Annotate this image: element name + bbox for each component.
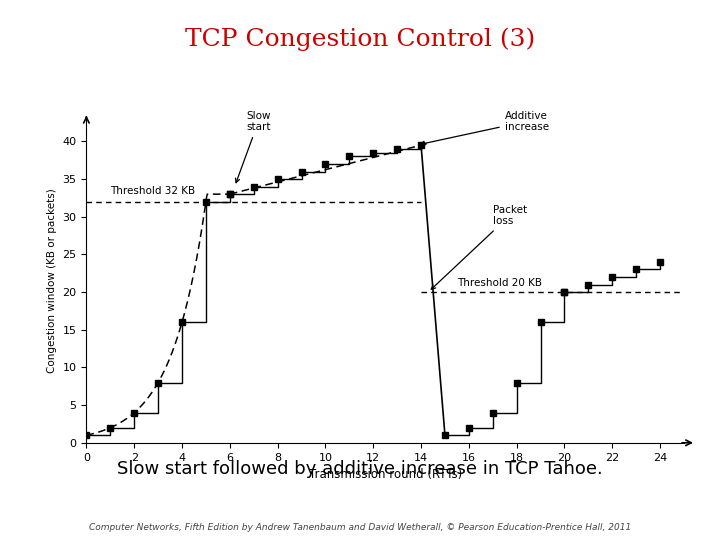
Text: Additive
increase: Additive increase bbox=[420, 111, 549, 145]
X-axis label: Transmission round (RTTs): Transmission round (RTTs) bbox=[309, 468, 462, 481]
Y-axis label: Congestion window (KB or packets): Congestion window (KB or packets) bbox=[47, 188, 57, 373]
Text: Threshold 32 KB: Threshold 32 KB bbox=[110, 186, 195, 195]
Text: TCP Congestion Control (3): TCP Congestion Control (3) bbox=[185, 27, 535, 51]
Text: Computer Networks, Fifth Edition by Andrew Tanenbaum and David Wetherall, © Pear: Computer Networks, Fifth Edition by Andr… bbox=[89, 523, 631, 532]
Text: Packet
loss: Packet loss bbox=[431, 205, 527, 289]
Text: Slow start followed by additive increase in TCP Tahoe.: Slow start followed by additive increase… bbox=[117, 460, 603, 478]
Text: Threshold 20 KB: Threshold 20 KB bbox=[457, 278, 542, 288]
Text: Slow
start: Slow start bbox=[235, 111, 271, 183]
